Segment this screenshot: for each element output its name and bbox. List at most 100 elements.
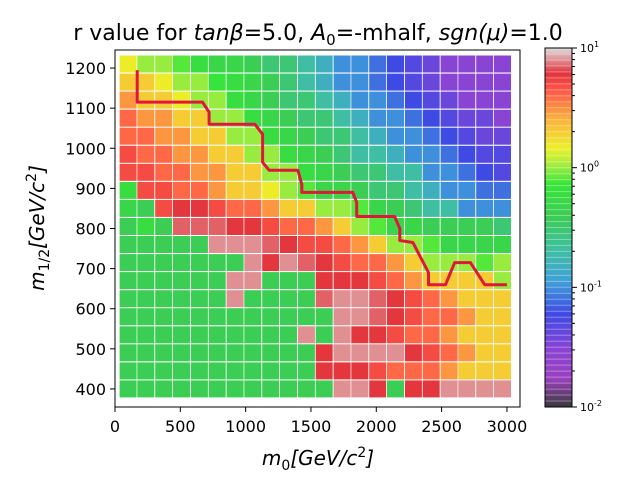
- heatmap-cell: [226, 362, 244, 380]
- heatmap-cell: [226, 218, 244, 235]
- heatmap-cell: [137, 91, 155, 109]
- heatmap-cell: [387, 254, 404, 272]
- heatmap-cell: [333, 362, 351, 380]
- heatmap-cell: [262, 362, 280, 380]
- heatmap-cell: [440, 380, 458, 398]
- heatmap-cell: [315, 91, 333, 109]
- heatmap-cell: [458, 290, 476, 308]
- heatmap-cell: [369, 236, 387, 253]
- heatmap-cell: [190, 55, 208, 73]
- heatmap-cell: [208, 145, 226, 163]
- heatmap-cell: [297, 344, 315, 362]
- heatmap-cell: [387, 344, 404, 362]
- heatmap-cell: [280, 55, 297, 73]
- heatmap-cell: [351, 236, 369, 253]
- heatmap-cell: [226, 326, 244, 344]
- heatmap-cell: [244, 272, 262, 290]
- heatmap-cell: [173, 236, 190, 253]
- heatmap-cell: [351, 163, 369, 181]
- heatmap-cell: [297, 91, 315, 109]
- heatmap-cell: [262, 73, 280, 91]
- heatmap-cell: [369, 272, 387, 290]
- heatmap-cell: [369, 199, 387, 217]
- heatmap-cell: [173, 91, 190, 109]
- heatmap-cell: [476, 380, 494, 398]
- heatmap-cell: [494, 109, 511, 127]
- heatmap-cell: [333, 163, 351, 181]
- heatmap-cell: [297, 326, 315, 344]
- heatmap-cell: [280, 326, 297, 344]
- heatmap-cell: [351, 109, 369, 127]
- heatmap-cell: [155, 236, 173, 253]
- heatmap-cell: [422, 181, 440, 199]
- heatmap-cell: [137, 181, 155, 199]
- heatmap-cell: [226, 199, 244, 217]
- heatmap-cell: [297, 272, 315, 290]
- heatmap-cell: [119, 109, 137, 127]
- heatmap-cell: [458, 362, 476, 380]
- heatmap-cell: [333, 218, 351, 235]
- heatmap-cell: [155, 290, 173, 308]
- heatmap-cell: [351, 308, 369, 326]
- heatmap-cell: [476, 344, 494, 362]
- heatmap-cell: [208, 73, 226, 91]
- y-axis-ticks: 400 500 600 700 800 900 1000 1100 1200: [65, 59, 115, 399]
- heatmap-cell: [422, 380, 440, 398]
- heatmap-cell: [244, 254, 262, 272]
- heatmap-cell: [190, 199, 208, 217]
- heatmap-cell: [476, 109, 494, 127]
- heatmap-cell: [404, 73, 422, 91]
- heatmap-cell: [333, 109, 351, 127]
- heatmap-cell: [190, 145, 208, 163]
- heatmap-cell: [476, 326, 494, 344]
- heatmap-cell: [422, 218, 440, 235]
- heatmap-cell: [440, 127, 458, 145]
- heatmap-cell: [369, 181, 387, 199]
- heatmap-cell: [226, 344, 244, 362]
- heatmap-cell: [404, 163, 422, 181]
- heatmap-cell: [208, 109, 226, 127]
- heatmap-cell: [387, 55, 404, 73]
- heatmap-cell: [494, 380, 511, 398]
- heatmap-cell: [440, 362, 458, 380]
- heatmap-cell: [458, 199, 476, 217]
- heatmap-cell: [137, 362, 155, 380]
- heatmap-cell: [119, 308, 137, 326]
- heatmap-cell: [244, 308, 262, 326]
- heatmap-cell: [458, 55, 476, 73]
- heatmap-cell: [476, 290, 494, 308]
- colorbar-tick-label: 100: [580, 160, 599, 175]
- heatmap-cell: [494, 344, 511, 362]
- heatmap-cell: [351, 91, 369, 109]
- heatmap-cell: [494, 326, 511, 344]
- heatmap-cell: [440, 109, 458, 127]
- heatmap-cell: [155, 218, 173, 235]
- heatmap-cell: [422, 55, 440, 73]
- exclusion-contour-layer: [135, 70, 507, 287]
- y-tick-label: 1200: [65, 59, 106, 78]
- heatmap-cell: [190, 380, 208, 398]
- heatmap-cell: [369, 290, 387, 308]
- heatmap-cell: [155, 145, 173, 163]
- heatmap-cell: [422, 290, 440, 308]
- x-tick-label: 1500: [291, 417, 332, 436]
- heatmap-cell: [404, 199, 422, 217]
- heatmap-cell: [280, 109, 297, 127]
- heatmap-cell: [351, 290, 369, 308]
- heatmap-cell: [369, 344, 387, 362]
- heatmap-cell: [422, 109, 440, 127]
- heatmap-cell: [262, 218, 280, 235]
- heatmap-cell: [494, 91, 511, 109]
- heatmap-cell: [119, 181, 137, 199]
- exclusion-contour-line: [135, 70, 507, 287]
- heatmap-cell: [119, 145, 137, 163]
- heatmap-cell: [404, 127, 422, 145]
- heatmap-cell: [297, 254, 315, 272]
- heatmap-cell: [422, 199, 440, 217]
- heatmap-cell: [476, 55, 494, 73]
- heatmap-cell: [173, 55, 190, 73]
- y-tick-label: 1100: [65, 99, 106, 118]
- heatmap-cell: [494, 290, 511, 308]
- heatmap-cell: [440, 308, 458, 326]
